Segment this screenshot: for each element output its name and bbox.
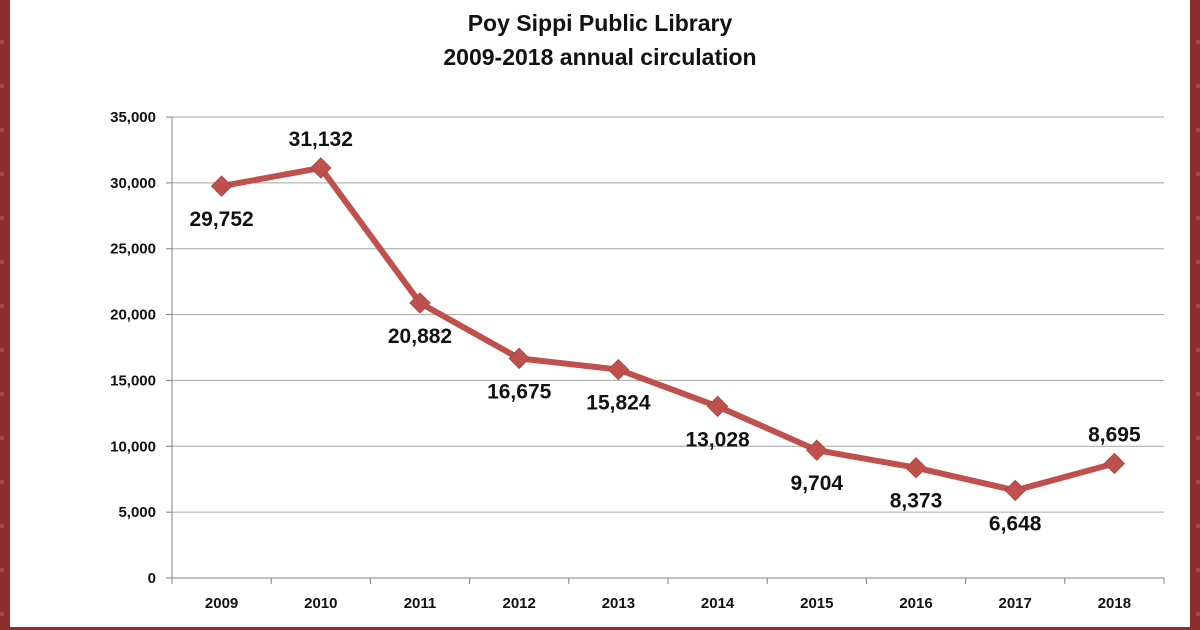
data-label: 9,704 bbox=[791, 472, 844, 495]
data-label: 15,824 bbox=[586, 392, 651, 415]
x-tick-label: 2010 bbox=[304, 595, 337, 612]
y-tick-label: 15,000 bbox=[110, 372, 156, 389]
data-point-marker bbox=[706, 395, 729, 418]
data-point-marker bbox=[409, 292, 431, 314]
y-tick-label: 35,000 bbox=[110, 109, 156, 126]
x-tick-label: 2012 bbox=[503, 595, 536, 612]
x-tick-label: 2018 bbox=[1098, 595, 1131, 612]
data-label: 6,648 bbox=[989, 512, 1042, 535]
data-label: 16,675 bbox=[487, 380, 552, 403]
x-tick-label: 2015 bbox=[800, 595, 833, 612]
data-point-marker bbox=[806, 439, 828, 461]
data-point-marker bbox=[1004, 479, 1026, 502]
data-label: 29,752 bbox=[189, 208, 253, 231]
data-label: 31,132 bbox=[289, 128, 353, 151]
series-line bbox=[218, 164, 1118, 494]
y-tick-label: 5,000 bbox=[118, 504, 156, 521]
data-point-marker bbox=[210, 175, 233, 197]
x-tick-label: 2014 bbox=[701, 595, 735, 612]
data-label: 13,028 bbox=[685, 428, 750, 451]
y-tick-label: 0 bbox=[148, 570, 156, 587]
chart-subtitle: 2009-2018 annual circulation bbox=[443, 44, 757, 70]
x-tick-label: 2013 bbox=[602, 595, 635, 612]
data-label: 8,695 bbox=[1088, 423, 1141, 446]
data-point-marker bbox=[607, 358, 630, 381]
x-tick-label: 2017 bbox=[999, 595, 1032, 612]
data-point-marker bbox=[310, 157, 332, 179]
data-label: 20,882 bbox=[388, 325, 452, 348]
x-tick-label: 2011 bbox=[404, 595, 437, 612]
data-point-marker bbox=[905, 457, 927, 479]
data-point-marker bbox=[1103, 452, 1126, 475]
x-tick-label: 2009 bbox=[205, 595, 238, 612]
data-label: 8,373 bbox=[890, 490, 943, 513]
x-tick-label: 2016 bbox=[899, 595, 932, 612]
y-tick-label: 30,000 bbox=[110, 175, 156, 192]
y-tick-label: 20,000 bbox=[110, 307, 156, 324]
data-point-marker bbox=[508, 347, 530, 370]
chart-title: Poy Sippi Public Library bbox=[467, 10, 733, 36]
y-tick-label: 10,000 bbox=[110, 438, 156, 455]
y-tick-label: 25,000 bbox=[110, 241, 156, 258]
